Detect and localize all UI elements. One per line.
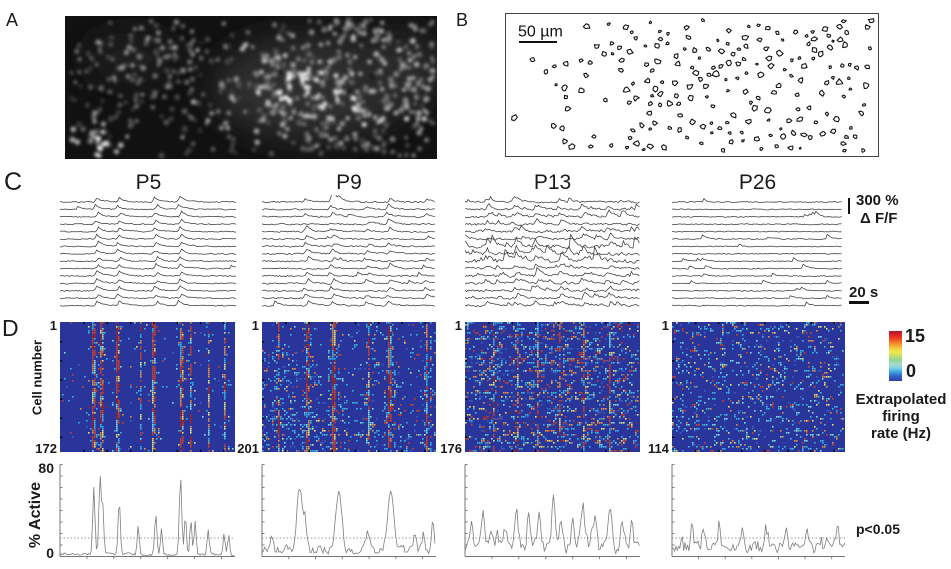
svg-text:50 µm: 50 µm — [518, 24, 563, 41]
